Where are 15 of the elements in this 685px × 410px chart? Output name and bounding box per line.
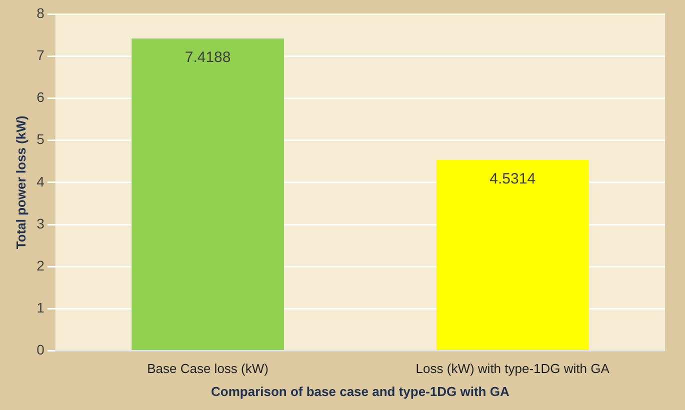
x-tick-label: Base Case loss (kW) — [147, 361, 268, 376]
x-axis-title: Comparison of base case and type-1DG with GA — [211, 384, 510, 399]
y-tick-label: 7 — [36, 46, 45, 63]
y-tick-label: 0 — [36, 342, 45, 358]
y-tick-label: 1 — [36, 300, 45, 316]
data-label: 7.4188 — [184, 49, 231, 66]
y-tick-label: 6 — [36, 89, 45, 106]
x-tick-label: Loss (kW) with type-1DG with GA — [416, 361, 610, 376]
y-tick-label: 8 — [36, 4, 45, 21]
y-tick-label: 2 — [36, 257, 45, 274]
y-axis-title: Total power loss (kW) — [13, 116, 28, 250]
y-tick-label: 5 — [36, 131, 45, 148]
y-tick-label: 3 — [36, 215, 45, 232]
data-label: 4.5314 — [490, 170, 536, 188]
y-tick-label: 4 — [36, 173, 45, 190]
